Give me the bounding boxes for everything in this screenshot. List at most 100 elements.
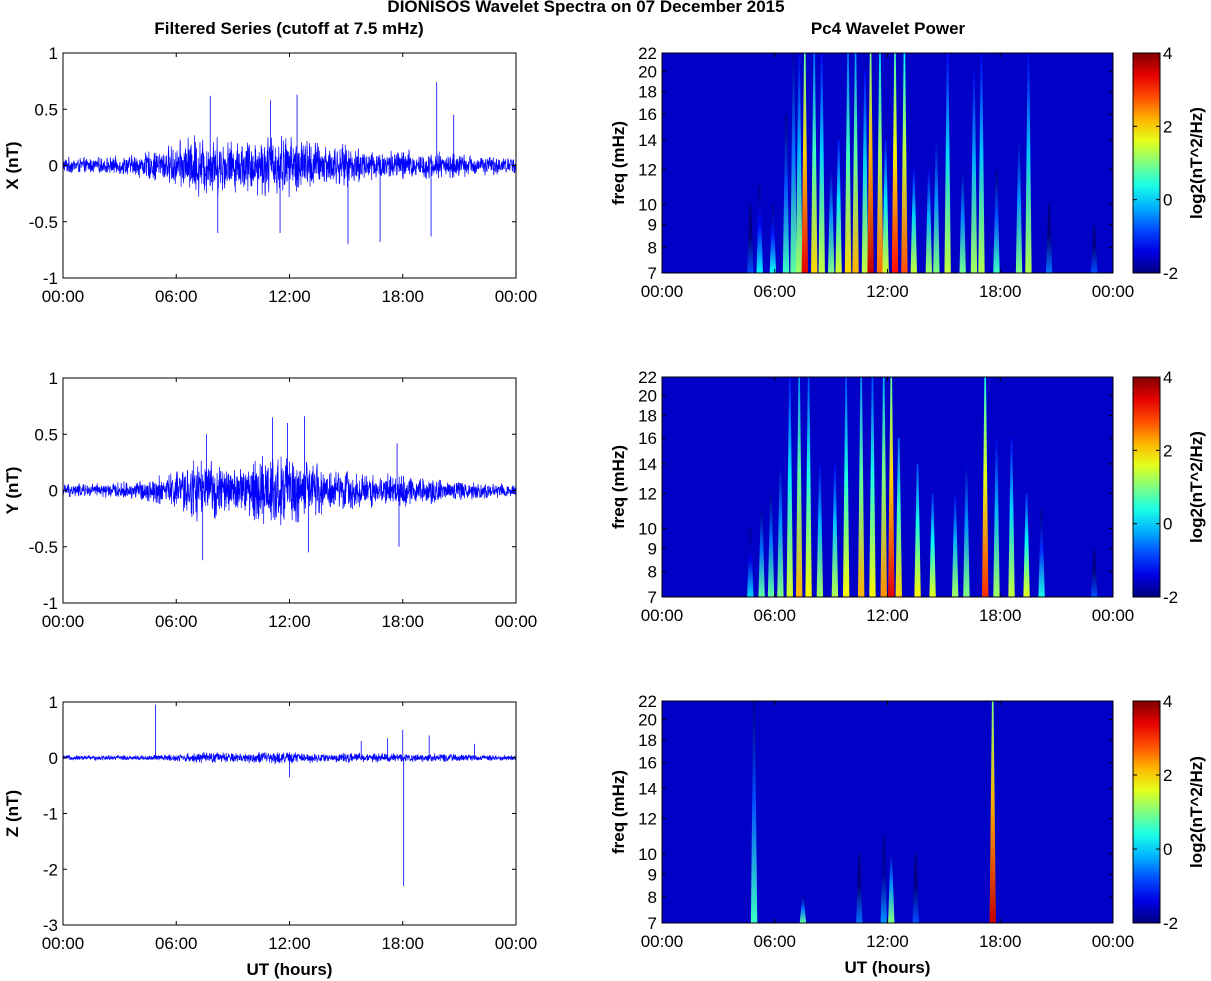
power-burst: [1091, 548, 1098, 597]
y-tick-label: 14: [638, 780, 657, 799]
colorbar-tick-label: 4: [1163, 692, 1172, 711]
y-tick-label: 8: [648, 888, 657, 907]
power-burst: [769, 204, 777, 273]
x-tick-label: 12:00: [866, 282, 909, 301]
plot-frame: [62, 701, 517, 926]
power-burst: [856, 853, 863, 923]
power-burst: [1025, 53, 1032, 273]
x-tick-label: 00:00: [42, 287, 85, 306]
x-tick-label: 00:00: [42, 612, 85, 631]
power-burst: [970, 71, 978, 273]
series-y-panel: 00:00 06:00 12:00 18:00 00:00-1-0.500.51Y (n…: [3, 369, 537, 631]
x-tick-label: 00:00: [495, 934, 538, 953]
power-burst: [801, 53, 809, 273]
y-axis-label: freq (mHz): [609, 770, 628, 854]
y-tick-label: 22: [638, 692, 657, 711]
power-burst: [1038, 510, 1045, 597]
series-line: [62, 135, 517, 198]
colorbar-tick-label: 2: [1163, 117, 1172, 136]
spectrum-background: [662, 701, 1113, 923]
x-axis-label: UT (hours): [845, 958, 931, 977]
y-tick-label: 0.5: [34, 100, 58, 119]
power-burst: [756, 186, 763, 273]
power-burst: [1023, 493, 1030, 597]
y-tick-label: 20: [638, 386, 657, 405]
x-tick-label: 00:00: [495, 612, 538, 631]
y-tick-label: -3: [43, 916, 58, 935]
power-burst: [835, 139, 842, 273]
y-tick-label: 10: [638, 195, 657, 214]
left-column-title: Filtered Series (cutoff at 7.5 mHz): [154, 19, 423, 38]
x-tick-label: 18:00: [381, 934, 424, 953]
x-tick-label: 00:00: [1092, 606, 1135, 625]
y-tick-label: 8: [648, 562, 657, 581]
power-burst: [795, 53, 803, 273]
y-tick-label: 9: [648, 865, 657, 884]
power-burst: [1091, 224, 1098, 273]
colorbar: [1132, 700, 1161, 924]
y-tick-label: -1: [43, 269, 58, 288]
colorbar-tick-label: 0: [1163, 515, 1172, 534]
power-burst: [891, 53, 899, 273]
power-burst: [895, 438, 902, 597]
power-burst: [901, 53, 908, 273]
x-tick-label: 12:00: [866, 932, 909, 951]
power-burst: [910, 169, 918, 273]
wavelet-x-panel: 00:00 06:00 12:00 18:00 00:00789101214161820…: [609, 44, 1206, 301]
y-tick-label: 20: [638, 710, 657, 729]
colorbar-tick-label: -2: [1163, 264, 1178, 283]
power-burst: [852, 53, 859, 273]
x-axis-label: UT (hours): [247, 960, 333, 979]
y-tick-label: 7: [648, 588, 657, 607]
colorbar-tick-label: -2: [1163, 914, 1178, 933]
series-line: [62, 751, 517, 765]
power-burst: [959, 169, 966, 273]
y-tick-label: -1: [43, 805, 58, 824]
y-tick-label: 12: [638, 810, 657, 829]
power-burst: [944, 53, 951, 273]
y-tick-label: 12: [638, 484, 657, 503]
colorbar-tick-label: 4: [1163, 368, 1172, 387]
power-burst: [758, 510, 765, 597]
y-tick-label: 1: [49, 44, 58, 63]
y-tick-label: -2: [43, 860, 58, 879]
power-burst: [880, 377, 887, 597]
power-burst: [816, 463, 824, 597]
y-tick-label: 14: [638, 131, 657, 150]
power-burst: [963, 463, 970, 597]
power-burst: [867, 53, 874, 273]
power-burst: [888, 853, 895, 923]
y-tick-label: 0: [49, 749, 58, 768]
y-tick-label: 16: [638, 105, 657, 124]
y-tick-label: 0: [49, 482, 58, 501]
y-tick-label: 18: [638, 407, 657, 426]
x-tick-label: 12:00: [866, 606, 909, 625]
power-burst: [912, 853, 919, 923]
y-tick-label: 22: [638, 368, 657, 387]
power-burst: [1015, 139, 1023, 273]
colorbar-tick-label: 0: [1163, 840, 1172, 859]
power-burst: [951, 493, 959, 597]
power-burst: [767, 493, 775, 597]
power-burst: [993, 169, 1000, 273]
x-tick-label: 00:00: [641, 282, 684, 301]
power-burst: [1045, 204, 1053, 273]
colorbar: [1132, 52, 1161, 274]
wavelet-y-panel: 00:00 06:00 12:00 18:00 00:00789101214161820…: [609, 368, 1206, 625]
power-burst: [799, 897, 807, 923]
power-burst: [818, 53, 825, 273]
y-tick-label: 0: [49, 157, 58, 176]
colorbar: [1132, 376, 1161, 598]
power-burst: [811, 53, 818, 273]
colorbar-tick-label: -2: [1163, 588, 1178, 607]
x-tick-label: 18:00: [979, 282, 1022, 301]
y-tick-label: 7: [648, 264, 657, 283]
power-burst: [777, 463, 784, 597]
y-tick-label: -0.5: [29, 538, 58, 557]
x-tick-label: 12:00: [268, 287, 311, 306]
y-tick-label: 16: [638, 754, 657, 773]
y-tick-label: 9: [648, 216, 657, 235]
power-burst: [827, 169, 835, 273]
power-burst: [786, 377, 793, 597]
